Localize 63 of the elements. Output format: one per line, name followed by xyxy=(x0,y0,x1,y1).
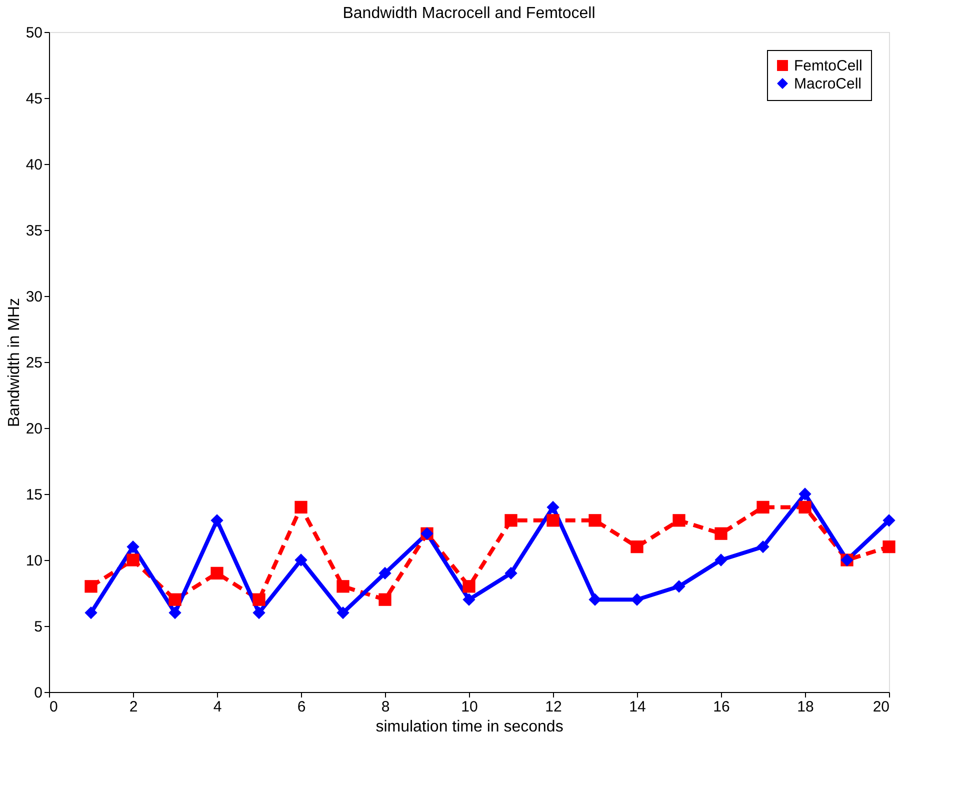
point xyxy=(252,606,266,620)
y-axis-title: Bandwidth in MHz xyxy=(6,298,23,427)
point xyxy=(882,540,896,554)
point xyxy=(798,488,812,500)
point xyxy=(294,554,308,566)
point xyxy=(714,527,728,540)
point xyxy=(504,514,518,527)
point xyxy=(588,514,602,527)
point xyxy=(546,500,560,514)
point xyxy=(756,540,770,554)
point xyxy=(546,514,560,527)
point xyxy=(252,593,266,606)
x-axis-title: simulation time in seconds xyxy=(376,718,564,736)
x-tick-label: 2 xyxy=(129,698,138,716)
chart-title: Bandwidth Macrocell and Femtocell xyxy=(342,5,596,22)
point xyxy=(210,566,224,580)
point xyxy=(168,606,182,620)
point xyxy=(84,580,98,593)
legend-label: MacroCell xyxy=(794,76,862,92)
y-tick-label: 35 xyxy=(26,222,42,240)
legend-label: FemtoCell xyxy=(794,58,862,74)
x-tick-label: 8 xyxy=(381,698,390,716)
point xyxy=(294,500,308,514)
point xyxy=(336,580,350,593)
point xyxy=(126,554,140,566)
point xyxy=(756,500,770,514)
point xyxy=(714,554,728,566)
x-tick-label: 6 xyxy=(297,698,306,716)
point xyxy=(798,500,812,514)
y-tick-label: 25 xyxy=(26,354,42,372)
point xyxy=(168,593,182,606)
y-tick-label: 50 xyxy=(26,24,42,42)
y-tick-label: 10 xyxy=(26,552,42,570)
point xyxy=(84,606,98,620)
y-tick-label: 20 xyxy=(26,420,42,438)
point xyxy=(504,566,518,580)
x-tick-label: 4 xyxy=(213,698,222,716)
point xyxy=(672,514,686,527)
x-tick-label: 10 xyxy=(461,698,478,716)
point xyxy=(462,580,476,593)
point xyxy=(630,540,644,554)
y-tick-label: 45 xyxy=(26,90,42,108)
x-tick-label: 0 xyxy=(50,698,58,716)
y-tick-label: 40 xyxy=(26,156,42,174)
y-tick-label: 5 xyxy=(34,618,42,636)
point xyxy=(378,566,392,580)
point xyxy=(378,593,392,606)
x-tick-label: 12 xyxy=(545,698,562,716)
y-tick-label: 30 xyxy=(26,288,42,306)
x-tick-label: 18 xyxy=(797,698,814,716)
point xyxy=(126,540,140,554)
y-tick-label: 15 xyxy=(26,486,42,504)
point xyxy=(672,580,686,593)
x-tick-label: 20 xyxy=(872,698,890,716)
point xyxy=(462,593,476,606)
x-tick-label: 14 xyxy=(629,698,646,716)
point xyxy=(882,514,896,527)
point xyxy=(588,593,602,606)
y-tick-label: 0 xyxy=(34,684,42,702)
point xyxy=(210,514,224,527)
x-tick-label: 16 xyxy=(713,698,730,716)
point xyxy=(630,593,644,606)
point xyxy=(336,606,350,620)
